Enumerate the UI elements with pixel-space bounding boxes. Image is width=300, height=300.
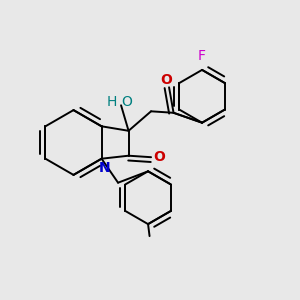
Text: O: O [121, 95, 132, 109]
Text: O: O [160, 73, 172, 87]
Text: O: O [154, 150, 165, 164]
Text: F: F [198, 49, 206, 63]
Text: H: H [107, 95, 117, 109]
Text: N: N [99, 161, 110, 175]
